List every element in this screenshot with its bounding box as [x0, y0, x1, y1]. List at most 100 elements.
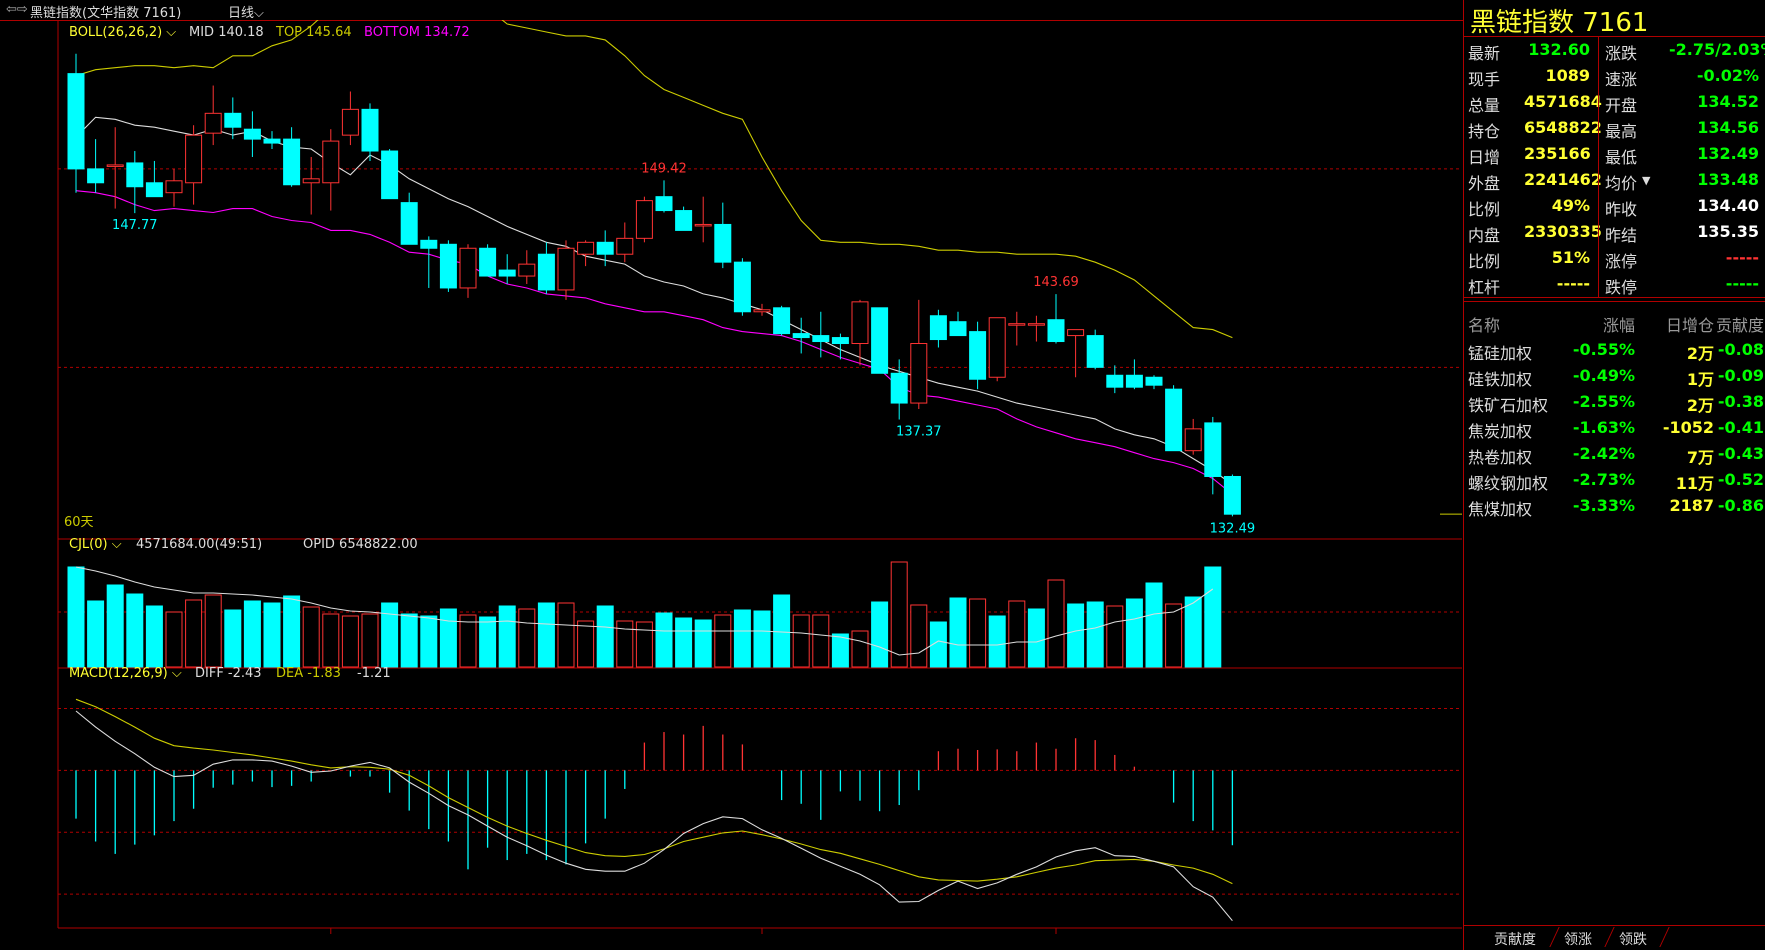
table-header[interactable]: 名称	[1468, 316, 1501, 335]
volume-bar-up	[635, 621, 653, 668]
candle-down	[381, 150, 399, 200]
price-annotation: 143.69	[1033, 275, 1079, 290]
table-row[interactable]: 硅铁加权 -0.49% 1万 -0.09	[1464, 366, 1765, 390]
quote-value: 6548822	[1524, 118, 1602, 137]
candle-down	[1145, 376, 1163, 386]
table-cell: 硅铁加权	[1468, 370, 1533, 389]
candle-down	[812, 335, 830, 343]
quote-label: 昨结	[1605, 226, 1638, 245]
quote-value: 2330335	[1524, 222, 1602, 241]
period-selector[interactable]: 日线⌵	[228, 2, 264, 21]
quote-row: 最新 132.60 涨跌 -2.75/2.03%	[1464, 40, 1765, 66]
table-header[interactable]: 贡献度	[1715, 316, 1764, 335]
table-cell: -0.41	[1717, 418, 1764, 437]
volume-bar-down	[126, 593, 144, 668]
quote-label: 持仓	[1468, 122, 1501, 141]
volume-bar-down	[831, 633, 849, 668]
candle-down	[420, 239, 438, 249]
quote-row: 持仓 6548822 最高 134.56	[1464, 118, 1765, 144]
macd-dea-value: DEA -1.83	[276, 666, 341, 681]
tab-top-losers[interactable]: 领跌	[1619, 932, 1647, 948]
volume-bar-up	[792, 614, 810, 668]
candle-down	[969, 331, 987, 380]
back-forward-icon[interactable]: ⇦⇨	[6, 2, 28, 17]
quote-value: 2241462	[1524, 170, 1602, 189]
quote-value: 1089	[1545, 66, 1590, 85]
volume-bar-down	[1027, 608, 1045, 668]
quote-value: -----	[1725, 248, 1759, 267]
table-header[interactable]: 涨幅	[1602, 316, 1635, 335]
volume-bar-up	[890, 561, 908, 668]
table-row[interactable]: 焦煤加权 -3.33% 2187 -0.86	[1464, 496, 1765, 520]
divider	[1464, 925, 1765, 926]
tab-contribution[interactable]: 贡献度	[1494, 932, 1536, 948]
volume-bar-down	[596, 605, 614, 668]
quote-label: 最新	[1468, 44, 1501, 63]
candle-down	[145, 182, 163, 198]
volume-bar-down	[106, 584, 124, 668]
macd-value: -1.21	[357, 666, 391, 681]
table-header[interactable]: 日增仓	[1665, 316, 1714, 335]
candle-down	[498, 269, 516, 277]
table-row[interactable]: 螺纹钢加权 -2.73% 11万 -0.52	[1464, 470, 1765, 494]
divider	[1598, 36, 1599, 297]
table-cell: -2.55%	[1572, 392, 1635, 411]
candle-down	[1106, 374, 1124, 388]
table-cell: 1万	[1686, 370, 1714, 389]
tab-separator	[1604, 927, 1615, 947]
candle-up	[1184, 428, 1202, 452]
volume-value: 4571684.00(49:51)	[136, 537, 262, 552]
volume-ma-line	[75, 566, 1214, 656]
volume-indicator-label[interactable]: CJL(0) ⌵	[69, 537, 122, 552]
volume-bar-up	[165, 611, 183, 668]
volume-bar-up	[1008, 600, 1026, 668]
quote-label: 均价	[1605, 174, 1638, 193]
boll-indicator-label[interactable]: BOLL(26,26,2) ⌵	[69, 25, 176, 40]
volume-bar-down	[1184, 596, 1202, 668]
quote-label: 日增	[1468, 148, 1501, 167]
days-label: 60天	[64, 515, 94, 530]
quote-value: 49%	[1551, 196, 1590, 215]
volume-bar-down	[439, 608, 457, 668]
table-row[interactable]: 热卷加权 -2.42% 7万 -0.43	[1464, 444, 1765, 468]
quote-label: 现手	[1468, 70, 1501, 89]
candle-up	[616, 237, 634, 255]
quote-label: 最高	[1605, 122, 1638, 141]
table-row[interactable]: 焦炭加权 -1.63% -1052 -0.41	[1464, 418, 1765, 442]
quote-label: 杠杆	[1468, 278, 1501, 297]
candle-up	[165, 180, 183, 194]
table-cell: 热卷加权	[1468, 448, 1533, 467]
table-row[interactable]: 锰硅加权 -0.55% 2万 -0.08	[1464, 340, 1765, 364]
divider	[1464, 36, 1765, 37]
table-cell: 锰硅加权	[1468, 344, 1533, 363]
candle-down	[1086, 335, 1104, 368]
price-annotation: 132.49	[1210, 521, 1256, 536]
candle-down	[655, 196, 673, 212]
macd-indicator-label[interactable]: MACD(12,26,9) ⌵	[69, 666, 182, 681]
candle-down	[361, 108, 379, 152]
bottom-tabs: 贡献度 领涨 领跌	[1464, 925, 1765, 950]
quote-label: 速涨	[1605, 70, 1638, 89]
quote-label: 跌停	[1605, 278, 1638, 297]
candle-down	[439, 243, 457, 289]
quote-label: 总量	[1468, 96, 1501, 115]
table-cell: -2.73%	[1572, 470, 1635, 489]
table-cell: -1.63%	[1572, 418, 1635, 437]
table-cell: -0.86	[1717, 496, 1764, 515]
candle-down	[283, 138, 301, 186]
quote-value: -----	[1725, 274, 1759, 293]
candle-down	[596, 241, 614, 255]
table-cell: 2万	[1686, 396, 1714, 415]
tab-top-gainers[interactable]: 领涨	[1564, 932, 1592, 948]
price-annotation: 147.77	[112, 218, 158, 233]
volume-bar-down	[400, 613, 418, 668]
volume-bar-down	[655, 612, 673, 668]
volume-bar-down	[1067, 603, 1085, 668]
quote-value: 133.48	[1697, 170, 1759, 189]
table-row[interactable]: 铁矿石加权 -2.55% 2万 -0.38	[1464, 392, 1765, 416]
chart-area[interactable]: 147.77 149.42 137.37 143.69 132.49 BOLL(26,2…	[0, 20, 1463, 950]
volume-bar-down	[988, 615, 1006, 668]
table-cell: -0.38	[1717, 392, 1764, 411]
table-cell: 2万	[1686, 344, 1714, 363]
dropdown-arrow-icon[interactable]: ▼	[1642, 174, 1651, 187]
